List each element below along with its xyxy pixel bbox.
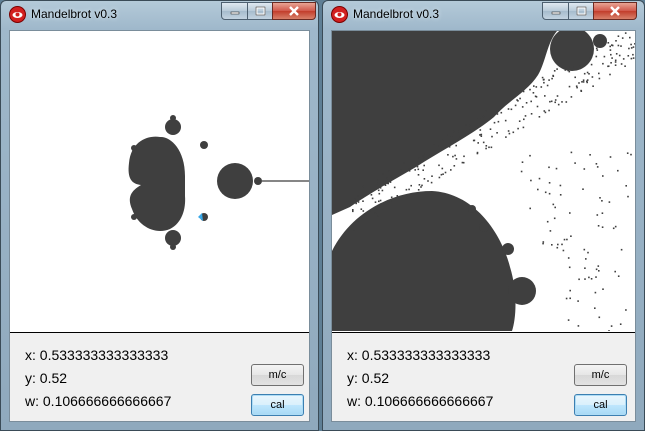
close-icon: [610, 6, 620, 16]
y-readout: y: 0.52: [25, 370, 68, 386]
mc-button[interactable]: m/c: [574, 364, 627, 386]
fractal-canvas[interactable]: [332, 31, 635, 333]
minimize-button[interactable]: [542, 2, 569, 20]
title-bar[interactable]: Mandelbrot v0.3: [1, 1, 318, 28]
maximize-icon: [255, 6, 265, 16]
title-bar[interactable]: Mandelbrot v0.3: [323, 1, 644, 28]
maximize-button[interactable]: [568, 2, 594, 20]
app-icon: [9, 6, 26, 23]
w-readout: w: 0.106666666666667: [25, 393, 172, 409]
client-area: x: 0.533333333333333 y: 0.52 w: 0.106666…: [9, 30, 310, 422]
close-icon: [289, 6, 299, 16]
mandelbrot-window-left: Mandelbrot v0.3: [0, 0, 319, 431]
maximize-icon: [576, 6, 586, 16]
close-button[interactable]: [593, 2, 637, 20]
minimize-icon: [230, 11, 239, 15]
window-title: Mandelbrot v0.3: [353, 7, 440, 21]
mandelbrot-zoom: [332, 31, 607, 331]
cal-button[interactable]: cal: [574, 394, 627, 416]
x-readout: x: 0.533333333333333: [347, 347, 491, 363]
fractal-canvas[interactable]: [10, 31, 309, 333]
minimize-button[interactable]: [221, 2, 248, 20]
mandelbrot-zoom-render: [332, 31, 635, 331]
minimize-icon: [551, 11, 560, 15]
maximize-button[interactable]: [247, 2, 273, 20]
cursor-icon: [198, 213, 203, 221]
mandelbrot-window-right: Mandelbrot v0.3: [322, 0, 645, 431]
cal-button[interactable]: cal: [251, 394, 304, 416]
close-button[interactable]: [272, 2, 316, 20]
window-title: Mandelbrot v0.3: [31, 7, 118, 21]
y-readout: y: 0.52: [347, 370, 390, 386]
fractal-speckle: [352, 32, 635, 331]
x-readout: x: 0.533333333333333: [25, 347, 169, 363]
app-icon: [331, 6, 348, 23]
mandelbrot-set: [128, 115, 262, 250]
mc-button[interactable]: m/c: [251, 364, 304, 386]
mandelbrot-set-render: [128, 115, 309, 250]
client-area: x: 0.533333333333333 y: 0.52 w: 0.106666…: [331, 30, 636, 422]
w-readout: w: 0.106666666666667: [347, 393, 494, 409]
